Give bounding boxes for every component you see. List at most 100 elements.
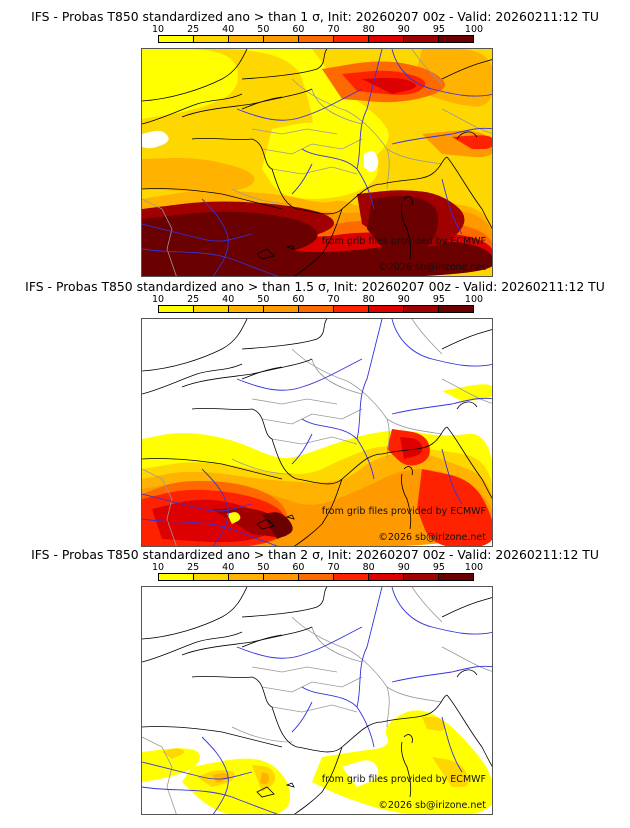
panel-title: IFS - Probas T850 standardized ano > tha… — [31, 547, 599, 562]
coastline — [441, 597, 492, 618]
coastline — [142, 188, 283, 210]
coastline — [142, 93, 243, 125]
river-line — [391, 587, 492, 635]
colorbar-segment — [334, 306, 369, 312]
colorbar-tick-label: 60 — [292, 294, 305, 305]
colorbar-tick-label: 70 — [327, 294, 340, 305]
river-line — [441, 716, 463, 773]
river-line — [391, 127, 492, 145]
river-line — [291, 163, 313, 195]
coastline — [142, 726, 283, 748]
coastline — [341, 156, 448, 210]
river-line — [441, 178, 463, 235]
panel-1-5sigma: IFS - Probas T850 standardized ano > tha… — [0, 270, 630, 547]
colorbar-ticks: 10 25 40 50 60 70 80 90 95 100 — [152, 562, 483, 573]
colorbar-tick-label: 60 — [292, 24, 305, 35]
colorbar — [158, 573, 474, 581]
probability-contour — [417, 469, 492, 546]
probability-contour — [452, 135, 492, 149]
coastline — [142, 363, 243, 395]
colorbar-segment — [194, 306, 229, 312]
border-line — [251, 128, 338, 135]
coastline — [341, 694, 448, 748]
coastline — [191, 138, 343, 215]
border-line — [311, 358, 363, 395]
colorbar-tick-label: 100 — [464, 294, 484, 305]
colorbar-tick-label: 25 — [187, 562, 200, 573]
panel-title: IFS - Probas T850 standardized ano > tha… — [31, 9, 599, 24]
river-line — [356, 49, 383, 170]
coastline — [456, 669, 478, 678]
coastline — [241, 96, 283, 110]
coastline — [456, 131, 478, 140]
colorbar-segment — [299, 306, 334, 312]
probability-contour — [400, 437, 423, 459]
colorbar-tick-label: 95 — [432, 562, 445, 573]
river-line — [391, 665, 492, 683]
probability-contour — [260, 772, 270, 785]
colorbar-tick-label: 90 — [397, 562, 410, 573]
coastline — [446, 156, 492, 229]
border-line — [386, 418, 443, 435]
source-credit: from grib files provided by ECMWF — [321, 774, 486, 785]
coastline — [341, 426, 448, 480]
probability-map: from grib files provided by ECMWF ©2026 … — [141, 48, 493, 277]
rivers — [142, 49, 492, 276]
coastline — [403, 196, 413, 206]
colorbar-segment — [159, 36, 194, 42]
river-line — [142, 248, 279, 276]
river-line — [291, 701, 313, 733]
colorbar-tick-label: 70 — [327, 24, 340, 35]
colorbar-tick-label: 40 — [222, 24, 235, 35]
colorbar-tick-label: 95 — [432, 294, 445, 305]
colorbar-tick-label: 10 — [151, 294, 165, 305]
colorbar-tick-label: 100 — [464, 24, 484, 35]
coastlines — [142, 587, 492, 814]
map-canvas — [142, 49, 492, 276]
river-line — [356, 587, 383, 708]
river-line — [142, 493, 253, 512]
coastline — [181, 88, 313, 118]
probability-contour — [262, 512, 293, 539]
colorbar-segment — [229, 306, 264, 312]
border-line — [271, 436, 358, 445]
border-line — [386, 686, 443, 703]
colorbar-segment — [264, 306, 299, 312]
border-line — [261, 408, 363, 425]
coastline — [446, 426, 492, 499]
probability-contour — [362, 77, 416, 94]
coastline — [241, 587, 328, 618]
coastline — [256, 518, 275, 530]
probability-contour — [432, 757, 469, 787]
coastline — [191, 408, 343, 485]
coastline — [181, 358, 313, 388]
coastline — [285, 244, 295, 250]
coastline — [142, 319, 248, 372]
colorbar-tick-label: 80 — [362, 562, 375, 573]
border-line — [231, 188, 293, 205]
river-line — [391, 49, 492, 97]
copyright-credit: ©2026 sb@irizone.net — [378, 532, 486, 543]
probability-contour — [142, 130, 169, 149]
river-line — [441, 448, 463, 505]
river-line — [391, 319, 492, 367]
admin-borders — [142, 319, 492, 546]
border-line — [251, 666, 338, 673]
colorbar-segment — [194, 574, 229, 580]
coastline — [142, 587, 248, 640]
border-line — [231, 458, 293, 475]
coastline — [401, 473, 412, 530]
probability-contour — [342, 760, 379, 787]
colorbar-segment — [439, 306, 473, 312]
colorbar-segment — [404, 36, 439, 42]
coastline — [142, 458, 283, 480]
panel-1sigma: IFS - Probas T850 standardized ano > tha… — [0, 0, 630, 277]
colorbar-tick-label: 80 — [362, 24, 375, 35]
colorbar-segment — [439, 574, 473, 580]
colorbar-tick-label: 100 — [464, 562, 484, 573]
border-line — [261, 676, 363, 693]
coastline — [441, 59, 492, 80]
coastline — [446, 694, 492, 767]
coastline — [181, 626, 313, 656]
colorbar-tick-label: 10 — [151, 24, 165, 35]
